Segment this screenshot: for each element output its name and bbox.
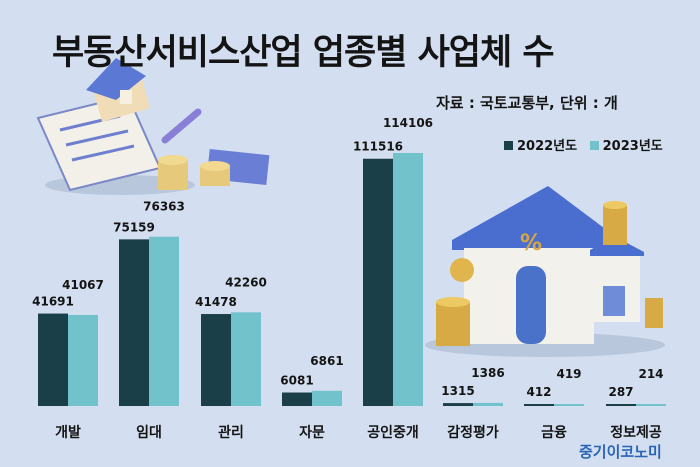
bar-2022-0	[38, 313, 68, 406]
category-label-5: 감정평가	[447, 424, 499, 441]
legend-label-2023: 2023년도	[602, 139, 663, 154]
bar-2022-6	[524, 404, 554, 406]
value-label-2023-4: 114106	[383, 116, 433, 130]
legend-item-2022: 2022년도	[504, 139, 577, 154]
value-label-2023-0: 41067	[62, 278, 104, 292]
chart-title: 부동산서비스산업 업종별 사업체 수	[52, 33, 555, 73]
legend-swatch-2023	[589, 141, 599, 150]
category-label-4: 공인중개	[367, 424, 419, 441]
legend-swatch-2022	[504, 141, 513, 150]
value-label-2023-6: 419	[556, 367, 581, 381]
document-illustration	[36, 58, 202, 195]
value-label-2022-1: 75159	[113, 220, 155, 234]
bar-2022-3	[282, 392, 312, 406]
value-label-2022-3: 6081	[280, 374, 313, 388]
coin-stack-illustration	[158, 148, 270, 190]
value-label-2022-2: 41478	[195, 295, 237, 309]
value-label-2023-7: 214	[638, 367, 663, 381]
legend: 2022년도 2023년도	[504, 135, 671, 154]
source-note: 자료 : 국토교통부, 단위 : 개	[436, 94, 618, 112]
bar-2023-3	[312, 390, 342, 406]
category-label-1: 임대	[136, 425, 162, 441]
bar-2023-4	[393, 153, 423, 406]
bar-2023-5	[473, 402, 503, 406]
value-label-2023-3: 6861	[310, 354, 343, 368]
house-illustration: %	[425, 186, 665, 357]
value-label-2023-5: 1386	[471, 366, 504, 380]
value-label-2022-5: 1315	[441, 384, 474, 398]
bar-2022-1	[119, 239, 149, 406]
value-label-2023-1: 76363	[143, 200, 185, 214]
bar-2023-7	[636, 404, 666, 406]
category-label-3: 자문	[299, 425, 325, 441]
bar-2023-6	[554, 404, 584, 406]
svg-text:%: %	[520, 231, 542, 256]
value-label-group: 41691 41067 75159 76363 41478 42260 6081 6861 11…	[32, 116, 663, 399]
legend-item-2023: 2023년도	[589, 139, 663, 154]
value-label-2022-0: 41691	[32, 295, 74, 309]
category-label-6: 금융	[541, 425, 567, 441]
category-label-7: 정보제공	[610, 424, 662, 441]
bar-2023-1	[149, 236, 179, 406]
bar-2023-2	[231, 312, 261, 406]
legend-label-2022: 2022년도	[517, 139, 578, 154]
brand-logo-text: 중기이코노미	[579, 443, 662, 461]
value-label-2023-2: 42260	[225, 275, 267, 289]
category-label-2: 관리	[218, 424, 244, 441]
category-label-group: 개발 임대 관리 자문 공인중개 감정평가 금융 정보제공	[55, 424, 662, 441]
bar-2022-2	[201, 314, 231, 406]
category-label-0: 개발	[55, 424, 81, 441]
value-label-2022-6: 412	[526, 385, 551, 399]
value-label-2022-7: 287	[608, 385, 633, 399]
bar-2022-5	[443, 403, 473, 406]
value-label-2022-4: 111516	[353, 140, 403, 154]
bar-2022-4	[363, 158, 393, 406]
bar-group	[38, 153, 666, 406]
bar-2022-7	[606, 404, 636, 406]
bar-2023-0	[68, 314, 98, 406]
